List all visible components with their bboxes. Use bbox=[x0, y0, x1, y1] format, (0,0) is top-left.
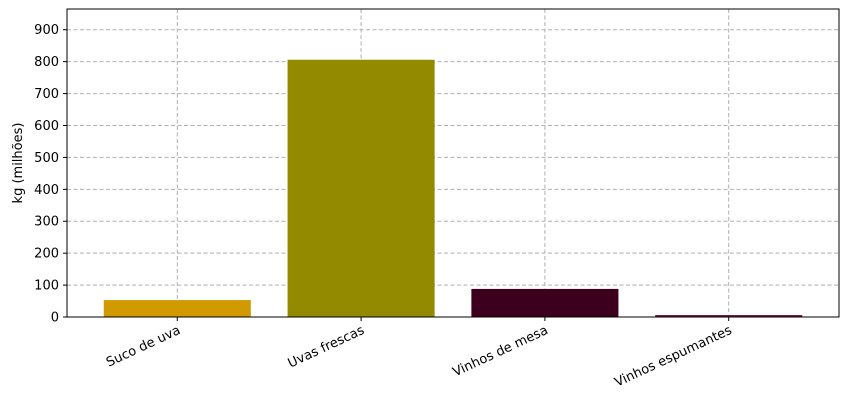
bar bbox=[103, 300, 251, 317]
y-tick-label: 100 bbox=[34, 279, 59, 294]
y-tick-label: 600 bbox=[34, 119, 59, 134]
y-tick-label: 0 bbox=[51, 311, 59, 326]
plot-frame bbox=[66, 8, 840, 318]
y-tick-label: 900 bbox=[34, 23, 59, 38]
y-axis-label: kg (milhões) bbox=[11, 123, 26, 204]
bar bbox=[471, 288, 619, 317]
bar-layer bbox=[103, 59, 803, 317]
y-axis-ticks: 0 100 200 300 400 500 600 700 800 900 bbox=[34, 23, 67, 326]
y-tick-label: 500 bbox=[34, 151, 59, 166]
x-tick-label: Vinhos de mesa bbox=[451, 323, 551, 380]
bar bbox=[655, 315, 803, 317]
grid-layer bbox=[67, 9, 839, 318]
y-tick-label: 700 bbox=[34, 87, 59, 102]
y-tick-label: 800 bbox=[34, 55, 59, 70]
bar bbox=[287, 59, 435, 317]
y-tick-label: 200 bbox=[34, 247, 59, 262]
x-axis-ticks: Suco de uva Uvas frescas Vinhos de mesa Vin… bbox=[104, 317, 735, 391]
y-tick-label: 300 bbox=[34, 215, 59, 230]
x-tick-label: Vinhos espumantes bbox=[612, 323, 734, 391]
x-tick-label: Uvas frescas bbox=[286, 323, 367, 372]
x-tick-label: Suco de uva bbox=[104, 323, 183, 370]
y-tick-label: 400 bbox=[34, 183, 59, 198]
